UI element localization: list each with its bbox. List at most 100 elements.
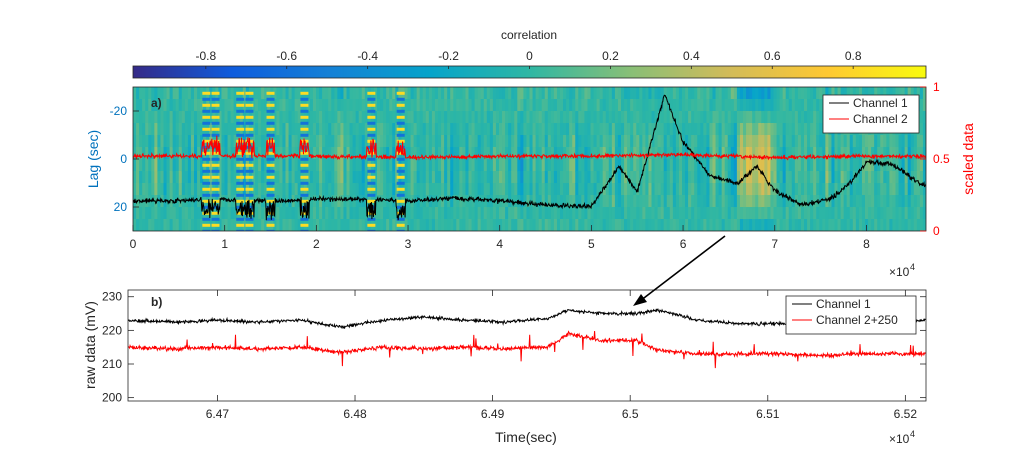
- heatmap-cell: [444, 87, 448, 100]
- heatmap-cell: [630, 183, 634, 196]
- heatmap-cell: [602, 159, 607, 172]
- heatmap-cell: [312, 147, 317, 160]
- heatmap-cell: [813, 111, 817, 124]
- heatmap-cell: [672, 87, 677, 100]
- heatmap-cell: [480, 171, 485, 184]
- heatmap-cell: [495, 147, 500, 160]
- heatmap-cell: [190, 207, 195, 220]
- heatmap-cell: [782, 99, 787, 112]
- heatmap-cell: [526, 87, 531, 100]
- heatmap-cell: [566, 207, 570, 220]
- heatmap-cell: [480, 87, 485, 100]
- heatmap-cell: [422, 135, 427, 148]
- heatmap-cell: [352, 207, 357, 220]
- heatmap-cell: [169, 207, 174, 220]
- heatmap-cell: [630, 219, 634, 231]
- heatmap-cell: [175, 195, 180, 208]
- heatmap-cell: [236, 169, 245, 173]
- heatmap-cell: [627, 207, 631, 220]
- heatmap-cell: [877, 159, 881, 172]
- heatmap-cell: [904, 147, 909, 160]
- heatmap-cell: [639, 111, 643, 124]
- heatmap-cell: [255, 111, 259, 124]
- heatmap-cell: [727, 183, 732, 196]
- heatmap-cell: [642, 111, 646, 124]
- heatmap-cell: [560, 159, 564, 172]
- heatmap-cell: [489, 183, 494, 196]
- heatmap-cell: [175, 123, 180, 136]
- heatmap-cell: [724, 171, 729, 184]
- heatmap-cell: [752, 183, 756, 196]
- heatmap-cell: [636, 123, 640, 136]
- heatmap-cell: [889, 219, 894, 231]
- heatmap-cell: [721, 159, 726, 172]
- heatmap-cell: [816, 219, 820, 231]
- heatmap-cell: [773, 99, 778, 112]
- heatmap-cell: [746, 171, 750, 184]
- heatmap-cell: [346, 183, 351, 196]
- heatmap-cell: [843, 135, 848, 148]
- heatmap-cell: [752, 87, 756, 100]
- heatmap-cell: [624, 207, 628, 220]
- heatmap-cell: [706, 123, 711, 136]
- heatmap-cell: [434, 195, 439, 208]
- heatmap-cell: [175, 111, 180, 124]
- heatmap-cell: [447, 159, 451, 172]
- heatmap-cell: [364, 183, 369, 196]
- heatmap-cell: [883, 171, 887, 184]
- heatmap-cell: [145, 111, 149, 124]
- heatmap-cell: [373, 135, 378, 148]
- heatmap-cell: [462, 171, 467, 184]
- heatmap-cell: [743, 99, 747, 112]
- heatmap-cell: [733, 147, 738, 160]
- heatmap-cell: [556, 219, 561, 231]
- legend-box: [822, 94, 920, 134]
- heatmap-cell: [749, 87, 753, 100]
- heatmap-cell: [343, 111, 348, 124]
- heatmap-cell: [874, 183, 878, 196]
- zoom-arrow: [633, 235, 726, 306]
- heatmap-cell: [645, 219, 650, 231]
- heatmap-cell: [861, 171, 866, 184]
- heatmap-cell: [846, 195, 851, 208]
- heatmap-cell: [599, 87, 604, 100]
- heatmap-cell: [776, 159, 781, 172]
- heatmap-cell: [447, 219, 451, 231]
- heatmap-cell: [211, 211, 220, 215]
- heatmap-cell: [194, 207, 198, 220]
- heatmap-cell: [648, 123, 653, 136]
- heatmap-cell: [532, 207, 537, 220]
- heatmap-cell: [133, 135, 137, 148]
- heatmap-cell: [343, 207, 348, 220]
- heatmap-cell: [627, 87, 631, 100]
- heatmap-cell: [483, 207, 488, 220]
- heatmap-cell: [758, 195, 762, 208]
- heatmap-cell: [730, 159, 735, 172]
- heatmap-cell: [202, 163, 211, 167]
- heatmap-cell: [377, 147, 381, 160]
- heatmap-cell: [151, 99, 155, 112]
- heatmap-cell: [255, 99, 259, 112]
- heatmap-cell: [337, 171, 341, 184]
- heatmap-cell: [675, 159, 680, 172]
- heatmap-cell: [489, 123, 494, 136]
- heatmap-cell: [166, 159, 171, 172]
- heatmap-cell: [703, 159, 707, 172]
- heatmap-cell: [532, 219, 537, 231]
- heatmap-cell: [828, 159, 833, 172]
- heatmap-cell: [419, 171, 424, 184]
- heatmap-cell: [633, 135, 637, 148]
- zoom-arrow-head: [633, 294, 647, 306]
- heatmap-cell: [517, 135, 521, 148]
- heatmap-cell: [468, 207, 473, 220]
- heatmap-cell: [621, 135, 625, 148]
- heatmap-cell: [797, 87, 802, 100]
- heatmap-cell: [312, 207, 317, 220]
- heatmap-cell: [599, 207, 604, 220]
- heatmap-cell: [550, 135, 555, 148]
- heatmap-cell: [361, 207, 366, 220]
- heatmap-cell: [807, 147, 811, 160]
- heatmap-cell: [621, 147, 625, 160]
- heatmap-cell: [373, 159, 378, 172]
- heatmap-cell: [663, 87, 668, 100]
